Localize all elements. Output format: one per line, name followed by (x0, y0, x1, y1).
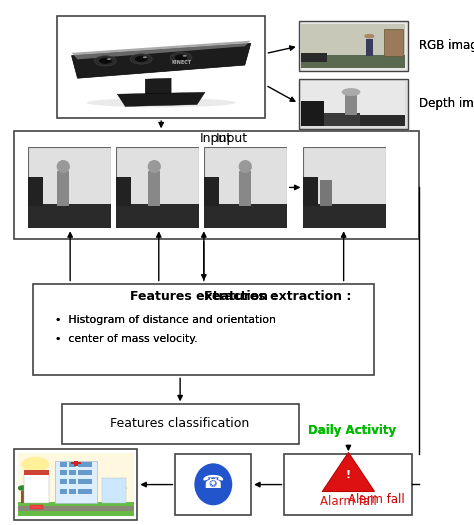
Text: RGB image: RGB image (419, 39, 474, 52)
Text: !: ! (346, 470, 351, 480)
Text: •  Histogram of distance and orientation: • Histogram of distance and orientation (55, 315, 275, 326)
Bar (57, 16, 265, 118)
Bar (175, 454, 251, 514)
Text: •  center of mass velocity.: • center of mass velocity. (55, 333, 197, 344)
Text: Daily Activity: Daily Activity (308, 424, 396, 437)
Bar (14, 131, 419, 239)
Circle shape (194, 464, 232, 505)
Bar (299, 79, 408, 129)
Bar (284, 454, 412, 514)
Bar (299, 21, 408, 71)
Text: ☎: ☎ (202, 474, 225, 492)
Text: Input: Input (200, 132, 232, 145)
Text: Input: Input (216, 132, 248, 145)
Bar (33, 284, 374, 375)
Text: •  center of mass velocity.: • center of mass velocity. (55, 333, 197, 344)
Bar (62, 404, 299, 444)
Text: Daily Activity: Daily Activity (308, 424, 396, 437)
Text: Alarm fall: Alarm fall (348, 494, 405, 506)
Text: Features extraction :: Features extraction : (130, 290, 277, 303)
Text: Features classification: Features classification (110, 417, 250, 430)
Text: Depth image: Depth image (419, 97, 474, 110)
Text: Depth image: Depth image (419, 97, 474, 110)
Text: •  Histogram of distance and orientation: • Histogram of distance and orientation (55, 315, 275, 326)
Bar (14, 449, 137, 520)
Text: RGB image: RGB image (419, 39, 474, 52)
Text: Features extraction :: Features extraction : (204, 290, 351, 303)
Polygon shape (322, 453, 374, 491)
Text: Alarm fall: Alarm fall (320, 495, 377, 508)
